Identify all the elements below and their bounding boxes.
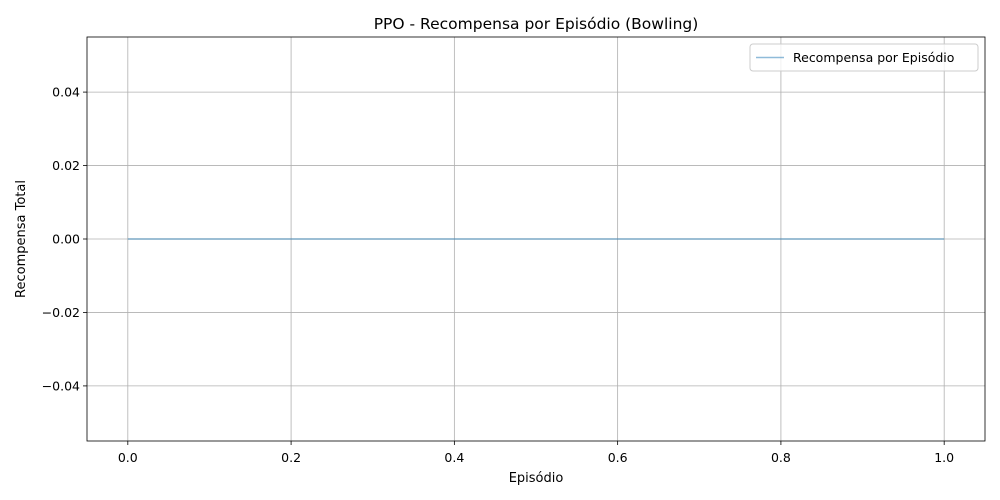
y-tick-label: 0.00 (52, 232, 80, 247)
y-tick-label: 0.04 (52, 85, 80, 100)
x-tick-label: 1.0 (934, 450, 954, 465)
y-tick-label: 0.02 (52, 158, 80, 173)
y-axis-label: Recompensa Total (14, 180, 29, 298)
x-tick-label: 0.2 (281, 450, 301, 465)
legend-box (749, 43, 979, 72)
x-tick-label: 0.0 (118, 450, 138, 465)
plot-area: 0.0 0.2 0.4 0.6 0.8 1.0 −0.04 −0.02 0.00 0.02 0.04 (42, 36, 986, 465)
x-tick-label: 0.8 (771, 450, 791, 465)
legend: Recompensa por Episódio (749, 43, 979, 72)
legend-label: Recompensa por Episódio (793, 50, 954, 65)
x-axis-label: Episódio (509, 471, 564, 486)
x-tick-label: 0.4 (444, 450, 464, 465)
chart-title: PPO - Recompensa por Episódio (Bowling) (374, 15, 699, 33)
y-tick-label: −0.02 (42, 305, 80, 320)
y-tick-label: −0.04 (42, 378, 80, 393)
x-tick-label: 0.6 (608, 450, 628, 465)
